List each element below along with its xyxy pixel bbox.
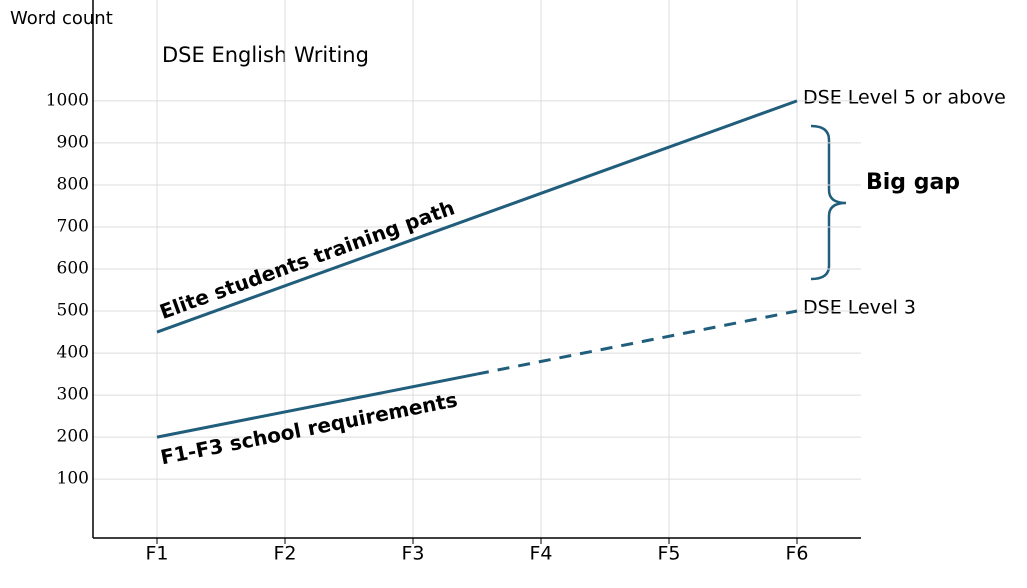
annotation: DSE Level 5 or above	[803, 87, 1006, 109]
x-tick-label: F3	[401, 543, 424, 565]
x-tick-label: F1	[145, 543, 168, 565]
y-tick-label: 400	[57, 343, 89, 363]
y-tick-label: 1000	[46, 90, 89, 110]
line	[156, 372, 478, 439]
y-tick-label: 800	[57, 174, 89, 194]
y-tick-label: 600	[57, 259, 89, 279]
annotation: Big gap	[866, 170, 960, 195]
y-tick-label: 300	[57, 385, 89, 405]
x-tick-label: F6	[785, 543, 808, 565]
y-tick-label: 200	[57, 427, 89, 447]
line	[476, 309, 798, 376]
x-tick-label: F4	[529, 543, 552, 565]
chart-title: DSE English Writing	[162, 43, 369, 67]
brace	[810, 124, 847, 281]
y-tick-label: 100	[57, 469, 89, 489]
x-tick-label: F2	[273, 543, 296, 565]
annotation: DSE Level 3	[803, 297, 916, 319]
y-axis-label: Word count	[10, 8, 113, 29]
x-tick-label: F5	[657, 543, 680, 565]
y-tick-label: 700	[57, 216, 89, 236]
line	[156, 99, 798, 334]
y-tick-label: 500	[57, 301, 89, 321]
y-tick-label: 900	[57, 132, 89, 152]
